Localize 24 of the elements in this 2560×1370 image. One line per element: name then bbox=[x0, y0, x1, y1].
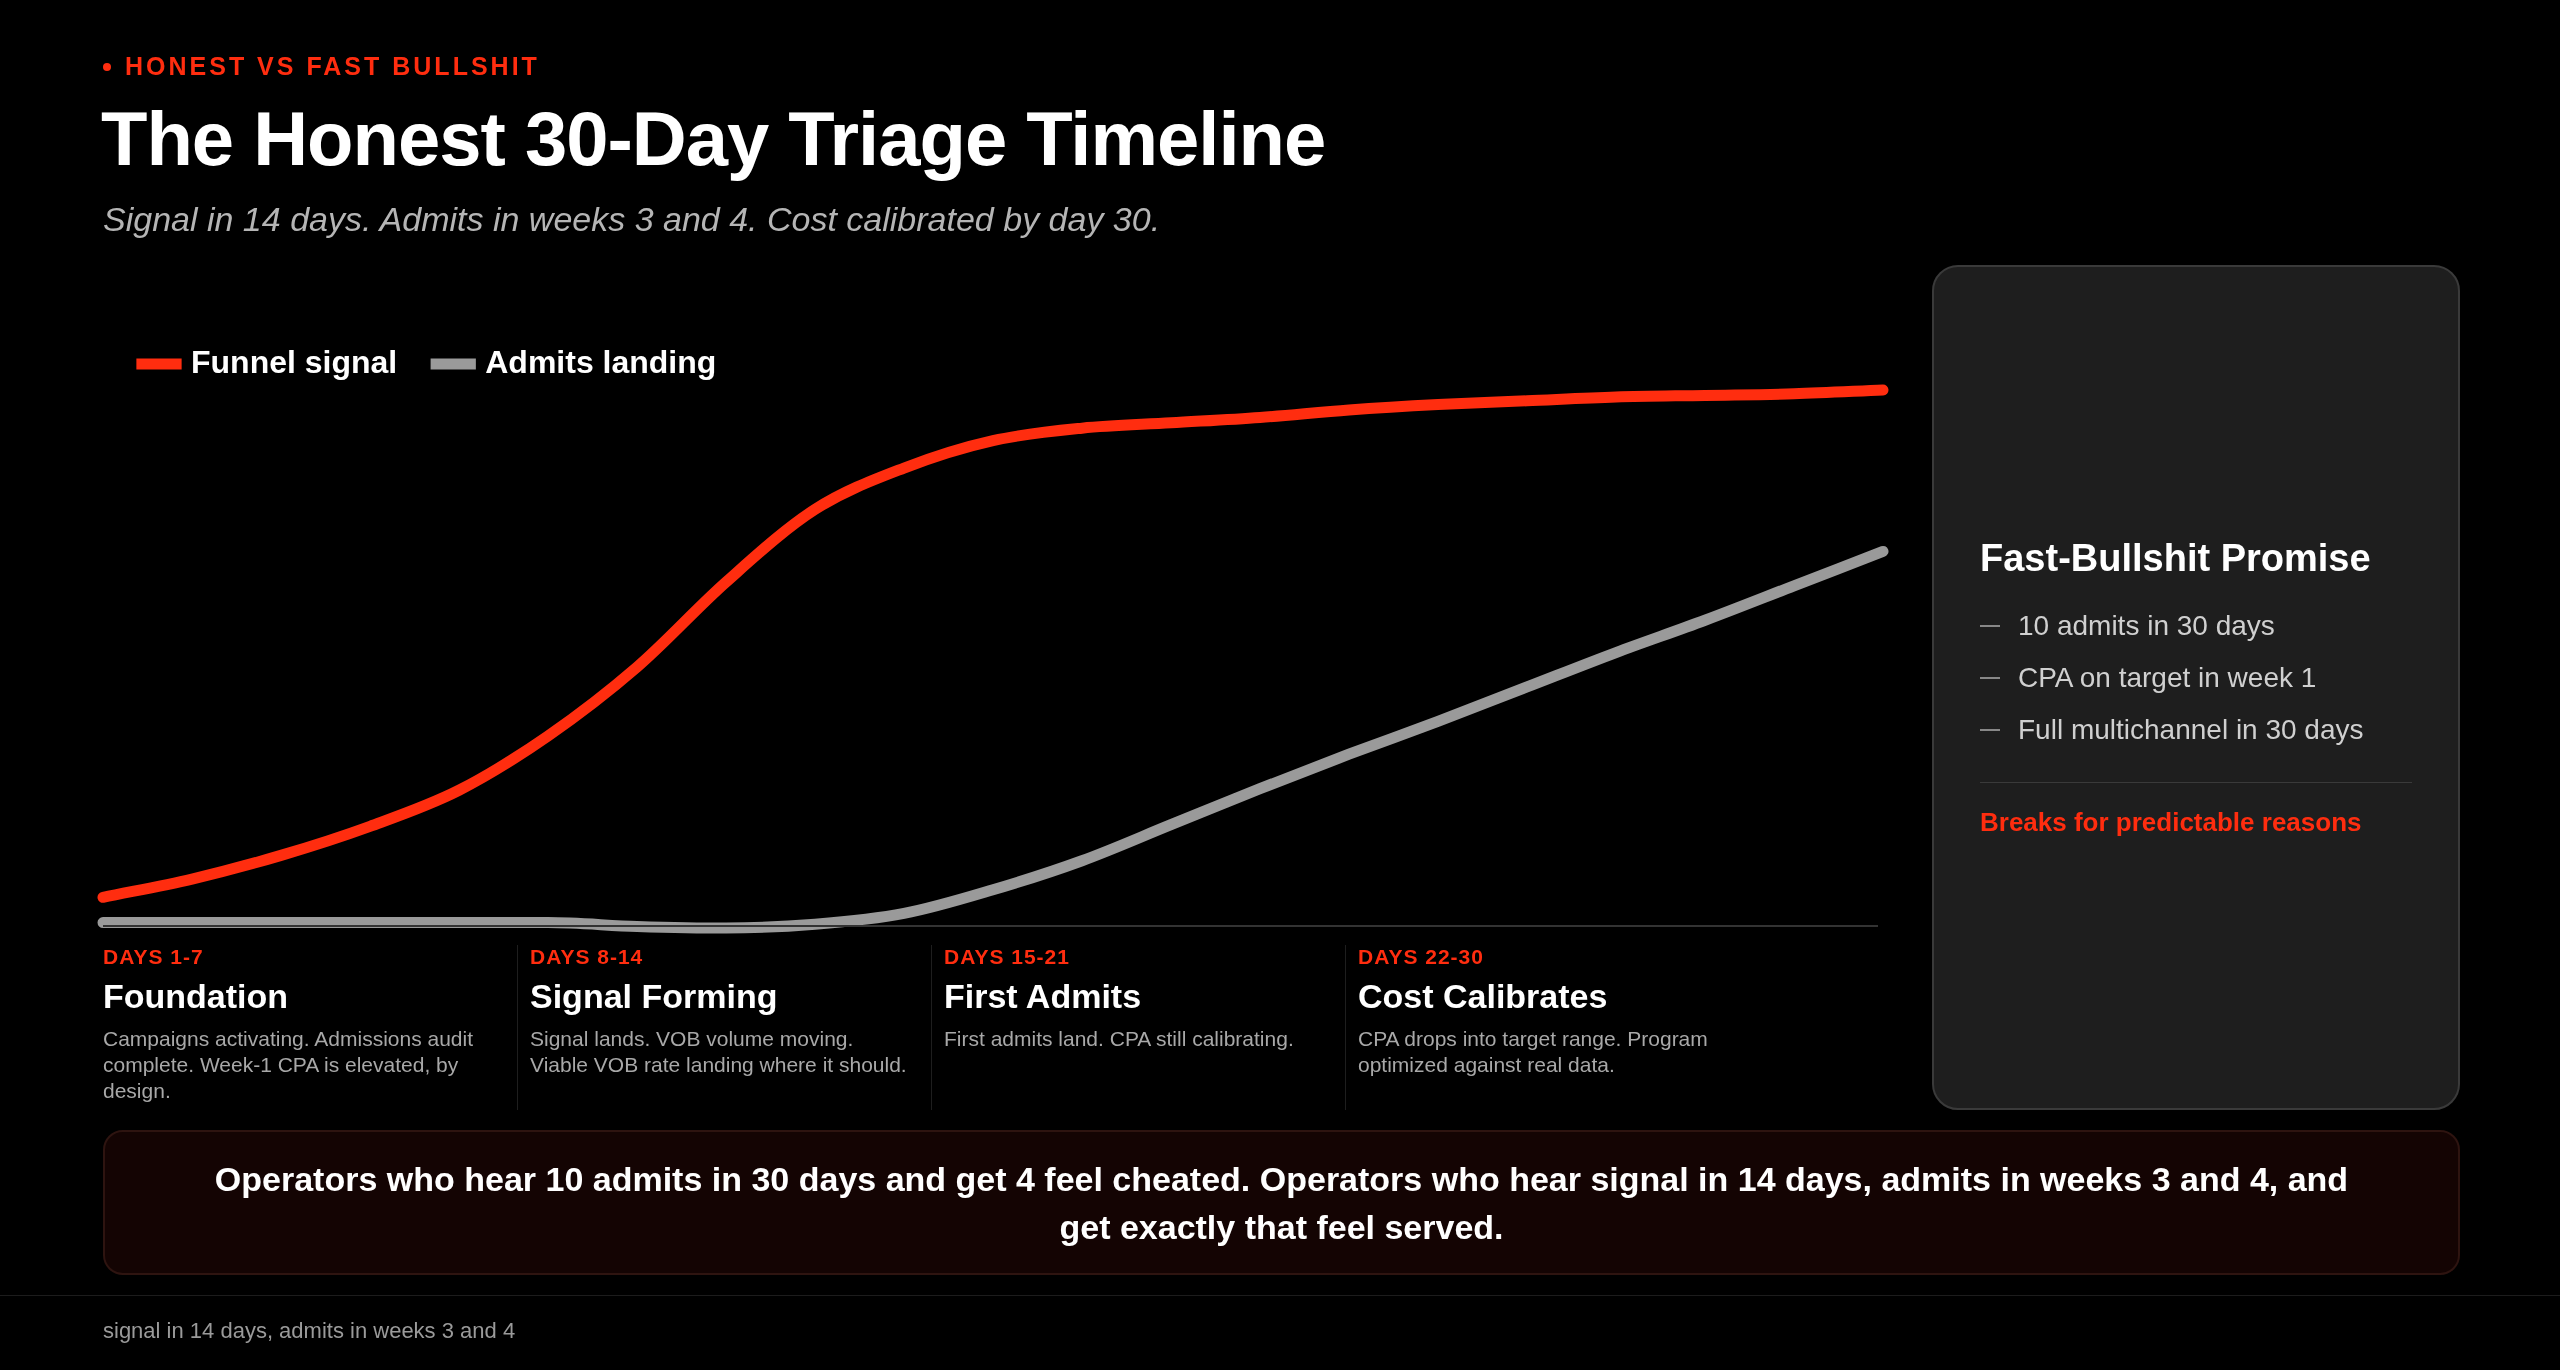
text: Campaigns activating. Admissions audit complete. Week-1 CPA is elevated, by design. bbox=[103, 1026, 475, 1104]
text: Foundation bbox=[103, 977, 290, 1016]
text: First Admits bbox=[944, 977, 1143, 1016]
text: CPA drops into target range. Program optimized against real data. bbox=[1358, 1026, 1709, 1078]
text: First admits land. CPA still calibrating. bbox=[944, 1026, 1295, 1052]
text: Cost Calibrates bbox=[1358, 977, 1609, 1016]
chart-title: The Honest 30-Day Triage Timeline bbox=[101, 95, 1326, 182]
text: Operators who hear 10 admits in 30 days and get 4 feel cheated. Operators who hear signal in 14 days, admits in weeks 3 and 4, and get exactly that feel served. bbox=[103, 1130, 2460, 1275]
text: HONEST VS FAST BULLSHIT bbox=[125, 52, 540, 81]
legend-label: Admits landing bbox=[485, 343, 717, 380]
text: DAYS 8-14 bbox=[530, 945, 645, 969]
text: Full multichannel in 30 days bbox=[2018, 714, 2364, 746]
text: 10 admits in 30 days bbox=[2018, 610, 2275, 642]
legend-label: Funnel signal bbox=[191, 343, 398, 380]
text: DAYS 1-7 bbox=[103, 945, 205, 969]
text: Fast-Bullshit Promise bbox=[1980, 537, 2372, 580]
text: Breaks for predictable reasons bbox=[1980, 782, 2412, 838]
text: Signal Forming bbox=[530, 977, 779, 1016]
text: DAYS 22-30 bbox=[1358, 945, 1485, 969]
chart-subtitle: Signal in 14 days. Admits in weeks 3 and 4. Cost calibrated by day 30. bbox=[103, 200, 1161, 239]
text: DAYS 15-21 bbox=[944, 945, 1071, 969]
text: signal in 14 days, admits in weeks 3 and 4 bbox=[103, 1318, 516, 1344]
text: Signal lands. VOB volume moving. Viable VOB rate landing where it should. bbox=[530, 1026, 908, 1078]
text: CPA on target in week 1 bbox=[2018, 662, 2317, 694]
